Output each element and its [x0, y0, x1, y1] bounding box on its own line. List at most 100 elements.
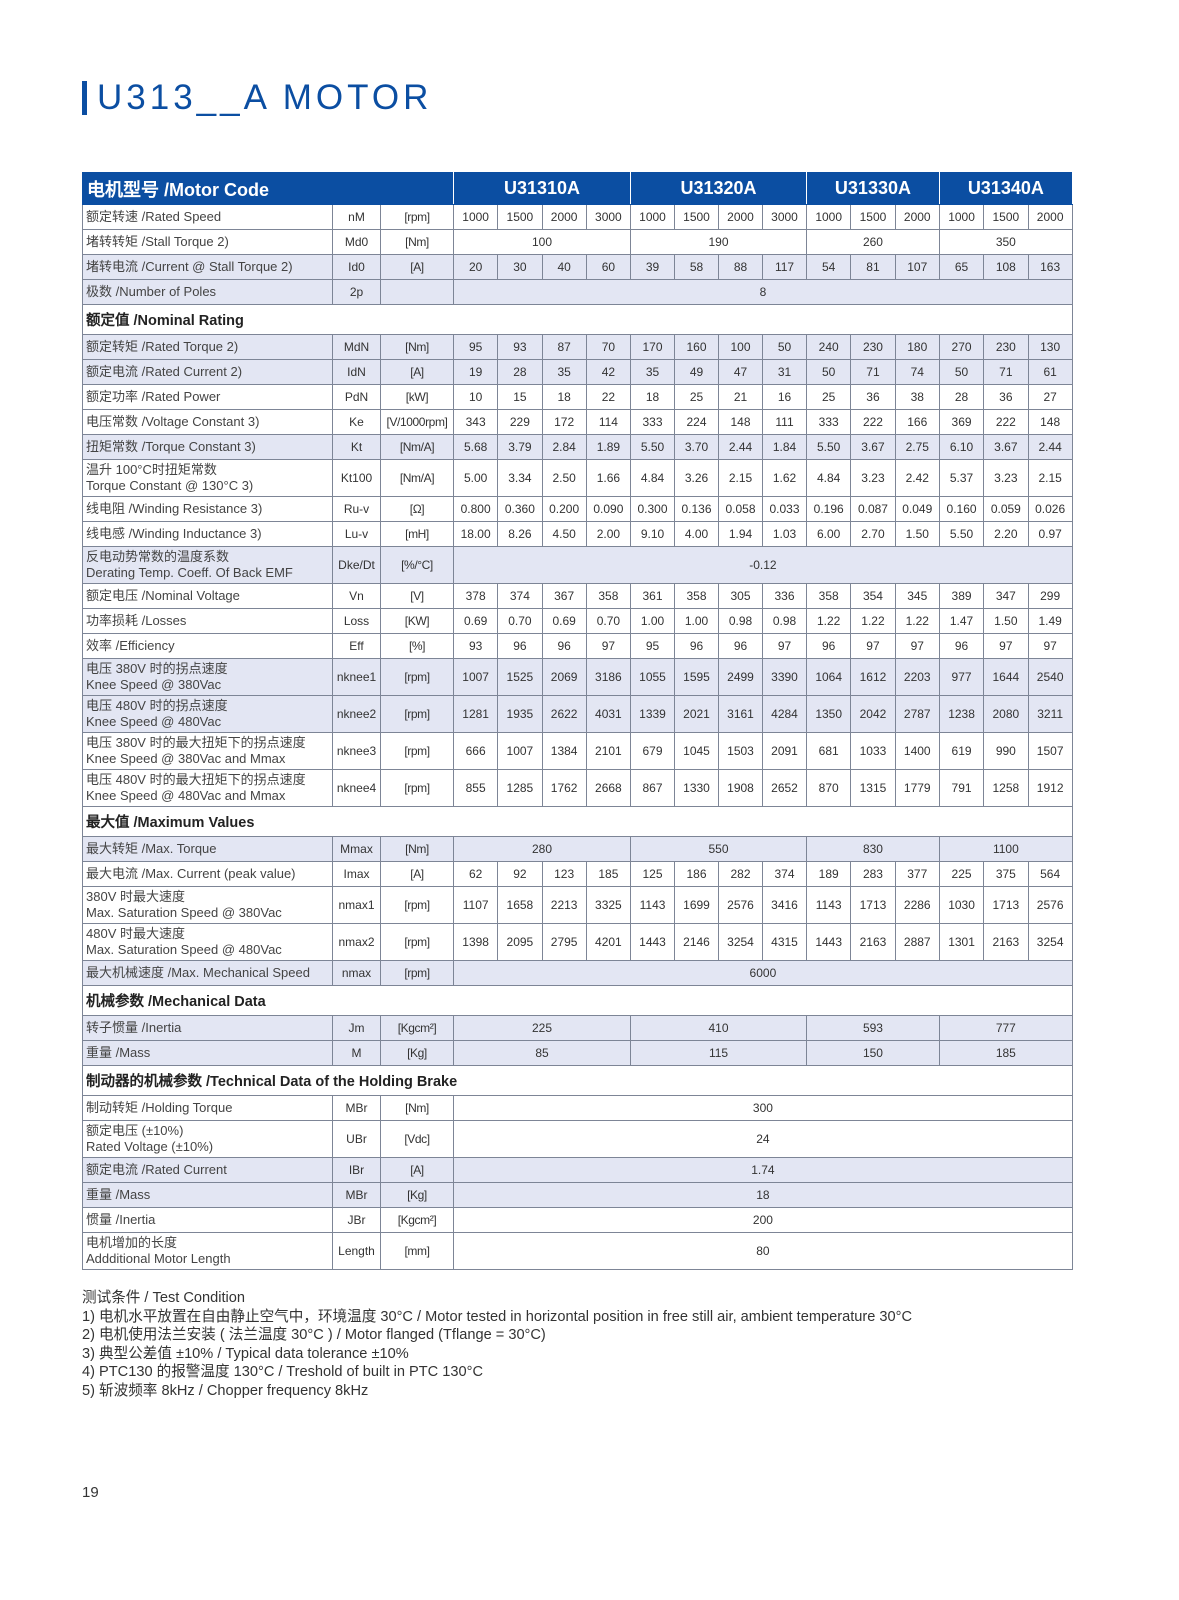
row-label-line: 惯量 /Inertia	[86, 1212, 156, 1227]
all-models-value-cell: 24	[453, 1120, 1073, 1158]
value-cell: 374	[497, 583, 543, 609]
value-cell: 1500	[497, 204, 543, 230]
row-symbol: Length	[332, 1232, 381, 1270]
row-label: 380V 时最大速度 Max. Saturation Speed @ 380Vac	[82, 886, 333, 924]
section-title: 机械参数 /Mechanical Data	[82, 985, 1073, 1016]
value-cell: 1595	[674, 658, 720, 696]
value-cell: 2887	[894, 923, 940, 961]
table-header-row: 电机型号 /Motor Code U31310A U31320A U31330A…	[81, 172, 1073, 205]
group-value-cell: 260	[806, 229, 940, 255]
row-label: 反电动势常数的温度系数 Derating Temp. Coeff. Of Back…	[82, 546, 333, 584]
model-header: U31340A	[938, 172, 1073, 205]
section-header-row: 额定值 /Nominal Rating	[82, 304, 1073, 335]
page-number: 19	[82, 1484, 99, 1501]
all-models-value-cell: 200	[453, 1207, 1073, 1233]
row-label: 额定电压 /Nominal Voltage	[82, 583, 333, 609]
value-cell: 679	[630, 732, 676, 770]
value-cell: 96	[497, 633, 543, 659]
value-cell: 130	[1027, 334, 1073, 360]
value-cell: 81	[850, 254, 896, 280]
value-cell: 222	[850, 409, 896, 435]
value-cell: 4201	[585, 923, 632, 961]
row-label-line: 反电动势常数的温度系数	[86, 549, 230, 564]
value-cell: 0.98	[718, 608, 764, 634]
row-label: 电压常数 /Voltage Constant 3)	[82, 409, 333, 435]
value-cell: 3.34	[497, 459, 543, 497]
value-cell: 20	[453, 254, 499, 280]
value-cell: 2499	[718, 658, 764, 696]
table-row: 电压 380V 时的最大扭矩下的拐点速度 Knee Speed @ 380Vac …	[82, 732, 1073, 770]
table-row: 额定电压 /Nominal Voltage Vn [V] 378 374 367 358 36…	[82, 583, 1073, 609]
value-cell: 1.50	[983, 608, 1029, 634]
row-symbol: Imax	[332, 861, 381, 887]
value-cell: 1912	[1027, 769, 1073, 807]
group-value-cell: 115	[630, 1040, 808, 1066]
value-cell: 21	[718, 384, 764, 410]
group-value-cell: 225	[453, 1015, 632, 1041]
table-row: 堵转转矩 /Stall Torque 2) Md0 [Nm] 100 190 260 350	[82, 229, 1073, 255]
value-cell: 3416	[762, 886, 808, 924]
value-cell: 9.10	[630, 521, 676, 547]
value-cell: 354	[850, 583, 896, 609]
value-cell: 224	[674, 409, 720, 435]
value-cell: 97	[850, 633, 896, 659]
value-cell: 160	[674, 334, 720, 360]
group-value-cell: 350	[938, 229, 1073, 255]
value-cell: 2000	[718, 204, 764, 230]
value-cell: 1281	[453, 695, 499, 733]
value-cell: 2080	[983, 695, 1029, 733]
value-cell: 15	[497, 384, 543, 410]
row-symbol: Kt	[332, 434, 381, 460]
value-cell: 2.70	[850, 521, 896, 547]
value-cell: 4315	[762, 923, 808, 961]
value-cell: 25	[674, 384, 720, 410]
row-unit: [V/1000rpm]	[379, 409, 455, 435]
row-label-line: 额定电压 (±10%)	[86, 1123, 184, 1138]
section-title: 制动器的机械参数 /Technical Data of the Holding …	[82, 1065, 1073, 1096]
value-cell: 16	[762, 384, 808, 410]
row-label-line: 最大转矩 /Max. Torque	[86, 841, 217, 856]
value-cell: 36	[983, 384, 1029, 410]
value-cell: 1301	[938, 923, 985, 961]
value-cell: 2540	[1027, 658, 1073, 696]
value-cell: 114	[585, 409, 632, 435]
value-cell: 1030	[938, 886, 985, 924]
value-cell: 3000	[762, 204, 808, 230]
value-cell: 107	[894, 254, 940, 280]
value-cell: 65	[938, 254, 985, 280]
value-cell: 180	[894, 334, 940, 360]
row-unit: [V]	[379, 583, 455, 609]
value-cell: 2042	[850, 695, 896, 733]
value-cell: 71	[983, 359, 1029, 385]
row-unit: [Nm/A]	[379, 434, 455, 460]
value-cell: 3.70	[674, 434, 720, 460]
value-cell: 5.50	[630, 434, 676, 460]
row-symbol: 2p	[332, 279, 381, 305]
value-cell: 3.26	[674, 459, 720, 497]
value-cell: 1500	[983, 204, 1029, 230]
motor-spec-table: 电机型号 /Motor Code U31310A U31320A U31330A…	[81, 172, 1073, 1270]
value-cell: 870	[806, 769, 852, 807]
value-cell: 93	[453, 633, 499, 659]
value-cell: 2.20	[983, 521, 1029, 547]
table-row: 最大电流 /Max. Current (peak value) Imax [A] 62…	[82, 861, 1073, 887]
value-cell: 666	[453, 732, 499, 770]
row-unit: [%/°C]	[379, 546, 455, 584]
value-cell: 108	[983, 254, 1029, 280]
row-label-line: 线电感 /Winding Inductance 3)	[86, 526, 262, 541]
value-cell: 40	[541, 254, 587, 280]
value-cell: 361	[630, 583, 676, 609]
value-cell: 1.22	[850, 608, 896, 634]
row-label: 电压 480V 时的最大扭矩下的拐点速度 Knee Speed @ 480Vac …	[82, 769, 333, 807]
value-cell: 1.22	[894, 608, 940, 634]
row-label: 重量 /Mass	[82, 1182, 333, 1208]
row-symbol: IBr	[332, 1157, 381, 1183]
value-cell: 18	[630, 384, 676, 410]
value-cell: 1064	[806, 658, 852, 696]
row-label-line: 电压 480V 时的拐点速度	[86, 698, 228, 713]
row-label-line: Torque Constant @ 130°C 3)	[86, 478, 254, 493]
row-symbol: Md0	[332, 229, 381, 255]
value-cell: 0.026	[1027, 496, 1073, 522]
value-cell: 2787	[894, 695, 940, 733]
value-cell: 58	[674, 254, 720, 280]
